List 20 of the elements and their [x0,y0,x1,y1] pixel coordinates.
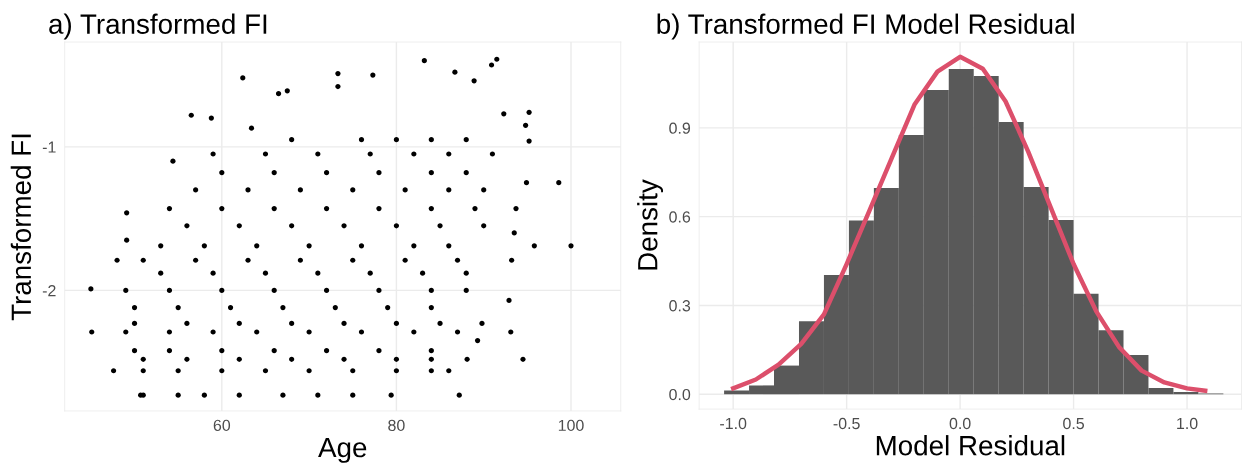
x-tick-label: 60 [213,419,231,432]
x-tick-label: 0.0 [949,417,971,430]
x-axis-title: Age [318,437,367,463]
x-tick-label: 80 [388,419,405,432]
y-tick-label: 0.6 [669,211,691,223]
chart-title: b) Transformed FI Model Residual [657,13,1074,40]
y-tick-label: 0.0 [669,388,691,401]
x-tick-label: -0.5 [833,417,860,430]
x-tick-label: 1.0 [1177,417,1198,430]
y-tick-label: 0.9 [669,122,691,134]
x-tick-label: 0.5 [1063,417,1085,430]
y-tick-label: -2 [42,285,56,297]
x-tick-label: 100 [558,419,584,432]
y-axis-title: Transformed FI [10,134,32,321]
chart-title: a) Transformed FI [49,13,267,40]
y-axis-title: Density [637,179,664,270]
x-tick-label: -1.0 [720,417,747,430]
y-tick-label: 0.3 [669,300,691,312]
y-tick-label: -1 [42,141,56,153]
x-axis-title: Model Residual [876,435,1065,456]
